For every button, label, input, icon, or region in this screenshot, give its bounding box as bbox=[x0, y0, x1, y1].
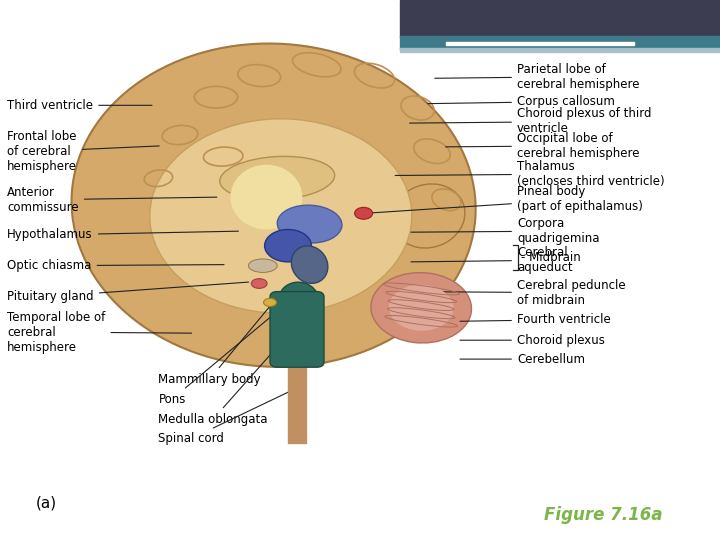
Ellipse shape bbox=[355, 207, 373, 219]
Bar bbox=[400, 36, 720, 49]
Text: Temporal lobe of
cerebral
hemisphere: Temporal lobe of cerebral hemisphere bbox=[7, 310, 192, 354]
Text: Anterior
commissure: Anterior commissure bbox=[7, 186, 217, 214]
Text: Cerebral
aqueduct: Cerebral aqueduct bbox=[411, 246, 572, 274]
Text: Occipital lobe of
cerebral hemisphere: Occipital lobe of cerebral hemisphere bbox=[446, 132, 639, 160]
Text: Hypothalamus: Hypothalamus bbox=[7, 228, 238, 241]
Ellipse shape bbox=[277, 205, 342, 243]
FancyBboxPatch shape bbox=[270, 292, 324, 367]
Ellipse shape bbox=[264, 298, 276, 307]
Ellipse shape bbox=[150, 119, 412, 313]
Ellipse shape bbox=[292, 246, 328, 284]
Text: Pineal body
(part of epithalamus): Pineal body (part of epithalamus) bbox=[368, 185, 643, 213]
Text: Fourth ventricle: Fourth ventricle bbox=[460, 313, 611, 326]
Text: Corpora
quadrigemina: Corpora quadrigemina bbox=[411, 217, 600, 245]
Text: Optic chiasma: Optic chiasma bbox=[7, 259, 224, 272]
Bar bbox=[446, 42, 634, 45]
Ellipse shape bbox=[279, 282, 319, 317]
Ellipse shape bbox=[371, 273, 472, 343]
Text: Frontal lobe
of cerebral
hemisphere: Frontal lobe of cerebral hemisphere bbox=[7, 130, 159, 173]
Text: Third ventricle: Third ventricle bbox=[7, 99, 152, 112]
Text: Spinal cord: Spinal cord bbox=[158, 390, 293, 445]
Ellipse shape bbox=[389, 285, 454, 331]
Text: (a): (a) bbox=[36, 495, 57, 510]
Ellipse shape bbox=[265, 230, 311, 262]
Ellipse shape bbox=[230, 165, 302, 230]
Text: Cerebral peduncle
of midbrain: Cerebral peduncle of midbrain bbox=[410, 279, 626, 307]
Bar bbox=[400, 48, 720, 52]
Text: Cerebellum: Cerebellum bbox=[460, 353, 585, 366]
Ellipse shape bbox=[248, 259, 277, 272]
Text: Thalamus
(encloses third ventricle): Thalamus (encloses third ventricle) bbox=[395, 160, 665, 188]
Ellipse shape bbox=[71, 44, 476, 367]
Ellipse shape bbox=[251, 279, 267, 288]
Text: Choroid plexus of third
ventricle: Choroid plexus of third ventricle bbox=[410, 107, 652, 136]
Text: Medulla oblongata: Medulla oblongata bbox=[158, 337, 286, 426]
Text: Corpus callosum: Corpus callosum bbox=[428, 95, 615, 108]
Bar bbox=[400, 0, 720, 37]
Text: Pituitary gland: Pituitary gland bbox=[7, 282, 248, 303]
Text: Pons: Pons bbox=[158, 304, 286, 406]
Text: Choroid plexus: Choroid plexus bbox=[460, 334, 605, 347]
Ellipse shape bbox=[392, 184, 465, 248]
Ellipse shape bbox=[220, 157, 335, 200]
Text: - Midbrain: - Midbrain bbox=[521, 251, 581, 264]
Text: Figure 7.16a: Figure 7.16a bbox=[544, 506, 662, 524]
Text: Parietal lobe of
cerebral hemisphere: Parietal lobe of cerebral hemisphere bbox=[435, 63, 639, 91]
Text: Mammillary body: Mammillary body bbox=[158, 306, 271, 386]
